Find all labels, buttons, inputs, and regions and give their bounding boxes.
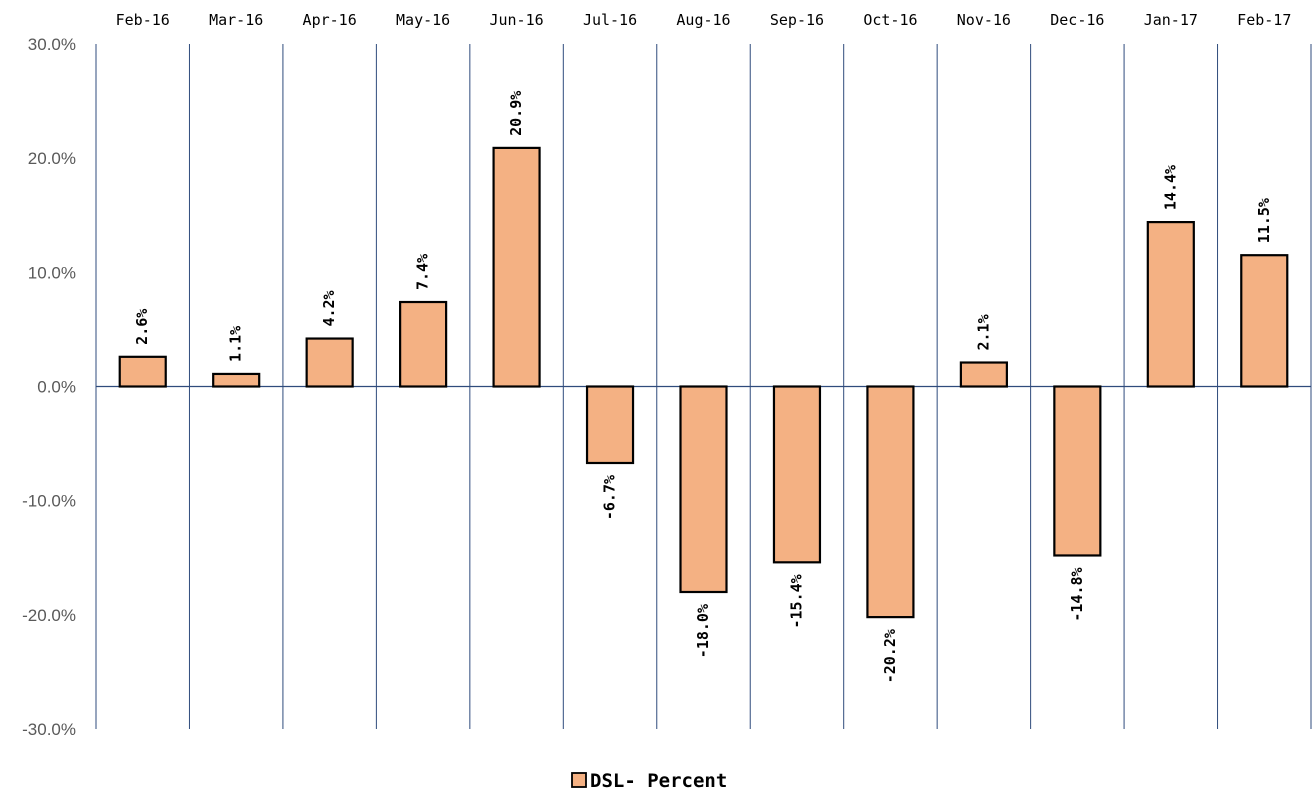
x-tick-label: Aug-16 — [676, 11, 730, 29]
x-tick-label: Oct-16 — [863, 11, 917, 29]
bar — [585, 385, 635, 465]
x-tick-label: Apr-16 — [303, 11, 357, 29]
x-tick-label: Nov-16 — [957, 11, 1011, 29]
x-tick-label: May-16 — [396, 11, 450, 29]
bar — [212, 372, 261, 388]
bar — [492, 146, 541, 388]
legend-swatch — [571, 772, 587, 788]
x-tick-label: Dec-16 — [1050, 11, 1104, 29]
bar — [679, 385, 728, 594]
data-labels: 2.6% 1.1% 4.2% 7.4% 20.9% -6.7% -18.0% -15.4% -2… — [133, 91, 1273, 684]
y-axis-tick-labels: 30.0% 20.0% 10.0% 0.0% -10.0% -20.0% -30.0% — [22, 35, 76, 739]
data-label: 4.2% — [320, 290, 338, 326]
x-tick-label: Jan-17 — [1144, 11, 1198, 29]
bar — [305, 337, 354, 388]
data-label: -20.2% — [881, 629, 899, 683]
data-label: -18.0% — [694, 604, 712, 658]
legend: DSL- Percent — [571, 770, 727, 792]
bar — [1053, 385, 1102, 557]
bar — [772, 385, 822, 564]
y-tick-label: 20.0% — [28, 149, 76, 168]
y-tick-label: -10.0% — [22, 492, 76, 511]
data-label: 7.4% — [414, 254, 432, 290]
data-label: 11.5% — [1255, 198, 1273, 243]
bar — [1146, 221, 1195, 388]
data-label: -6.7% — [601, 475, 619, 520]
bar — [1240, 254, 1289, 388]
x-tick-label: Jun-16 — [489, 11, 543, 29]
data-label: -15.4% — [787, 574, 805, 628]
x-tick-label: Feb-17 — [1237, 11, 1291, 29]
legend-label: DSL- Percent — [590, 770, 727, 792]
bar — [399, 300, 448, 388]
data-label: 14.4% — [1161, 165, 1179, 210]
data-label: 2.6% — [133, 309, 151, 345]
bar-series — [118, 146, 1289, 619]
x-tick-label: Mar-16 — [209, 11, 263, 29]
data-label: 20.9% — [507, 91, 525, 136]
y-tick-label: 0.0% — [37, 378, 76, 397]
x-tick-label: Jul-16 — [583, 11, 637, 29]
bar — [959, 361, 1008, 388]
y-tick-label: -30.0% — [22, 720, 76, 739]
x-tick-label: Feb-16 — [116, 11, 170, 29]
bar — [118, 355, 167, 388]
x-axis-tick-labels: Feb-16 Mar-16 Apr-16 May-16 Jun-16 Jul-16 Aug-… — [116, 11, 1292, 29]
data-label: -14.8% — [1068, 567, 1086, 621]
data-label: 2.1% — [974, 314, 992, 350]
bar — [866, 385, 915, 619]
y-tick-label: -20.0% — [22, 606, 76, 625]
y-tick-label: 10.0% — [28, 263, 76, 282]
y-tick-label: 30.0% — [28, 35, 76, 54]
x-tick-label: Sep-16 — [770, 11, 824, 29]
data-label: 1.1% — [227, 326, 245, 362]
